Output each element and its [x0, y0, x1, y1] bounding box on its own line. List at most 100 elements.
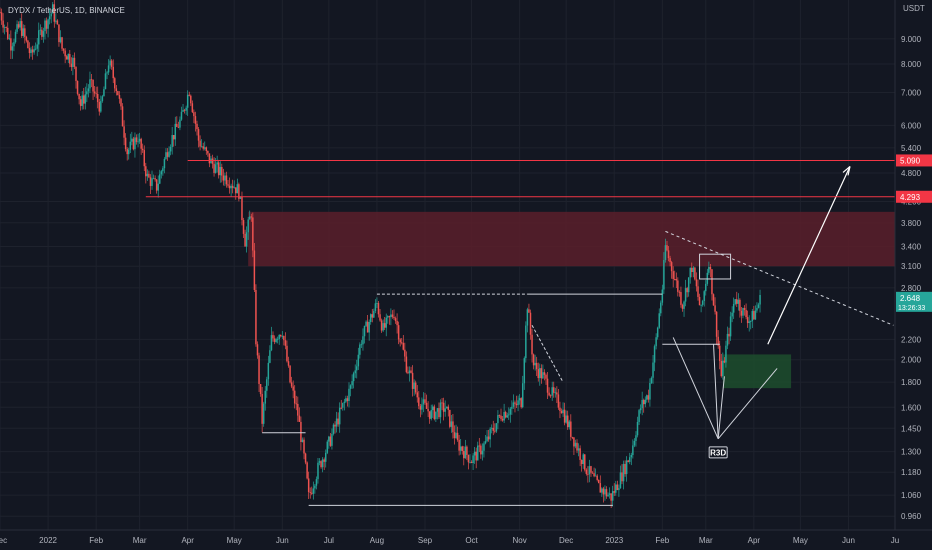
x-tick-label: Feb — [89, 536, 103, 545]
candle-body — [568, 421, 571, 428]
candle-body — [518, 398, 521, 401]
candle-body — [501, 418, 504, 421]
candle-body — [433, 406, 436, 420]
candle-body — [289, 365, 291, 383]
candle-body — [517, 400, 519, 406]
candle-body — [47, 19, 49, 29]
candle-body — [521, 383, 524, 408]
y-tick-label: 2.000 — [901, 356, 922, 365]
candle-body — [75, 66, 77, 81]
candle-body — [259, 383, 262, 395]
candle-body — [89, 79, 91, 89]
price-axis[interactable]: 9.0008.0007.0006.0005.4004.8004.2003.800… — [894, 0, 932, 530]
candle-body — [700, 304, 702, 306]
candle-body — [290, 382, 293, 387]
candle-body — [565, 415, 567, 423]
candle-body — [560, 411, 563, 414]
candle-body — [692, 267, 695, 272]
candle-body — [36, 44, 38, 49]
candle-body — [248, 216, 251, 220]
candle-body — [345, 398, 347, 402]
candle-body — [252, 217, 254, 251]
x-tick-label: Dec — [0, 536, 7, 545]
candle-body — [677, 280, 679, 292]
candle-body — [621, 472, 623, 482]
candle-body — [126, 149, 128, 155]
candle-body — [55, 20, 57, 22]
x-tick-label: May — [793, 536, 808, 545]
candle-body — [286, 345, 288, 362]
candle-body — [208, 153, 211, 164]
candle-body — [332, 424, 335, 434]
candle-body — [258, 355, 260, 384]
candle-body — [553, 387, 555, 393]
candle-body — [757, 304, 760, 308]
candle-body — [115, 88, 118, 92]
candle-body — [582, 454, 584, 464]
target-arrow-line — [767, 166, 851, 345]
candle-body — [365, 321, 367, 326]
candle-body — [712, 294, 715, 306]
candle-body — [238, 184, 240, 199]
candle-body — [594, 475, 597, 477]
drawings: R3D — [262, 165, 894, 506]
candle-body — [689, 267, 692, 278]
x-tick-label: Dec — [559, 536, 573, 545]
candle-body — [754, 310, 757, 320]
candle-body — [509, 408, 512, 415]
candle-body — [736, 299, 738, 304]
candle-body — [508, 414, 510, 416]
candle-body — [343, 401, 346, 403]
candle-body — [379, 314, 381, 321]
candle-body — [190, 95, 192, 104]
r3d-label: R3D — [710, 448, 726, 457]
candle-body — [661, 289, 664, 303]
candle-body — [404, 349, 406, 357]
candle-body — [545, 374, 547, 379]
y-tick-label: 7.000 — [901, 88, 922, 97]
candle-body — [610, 493, 612, 501]
candle-body — [213, 163, 215, 173]
x-tick-label: Oct — [465, 536, 478, 545]
candle-body — [436, 408, 439, 412]
candle-body — [303, 439, 305, 454]
candle-body — [123, 126, 125, 138]
candle-body — [653, 346, 656, 363]
candle-body — [276, 338, 279, 340]
candle-body — [414, 382, 417, 393]
candle-body — [483, 443, 485, 451]
candle-body — [540, 368, 543, 379]
candle-body — [199, 140, 201, 147]
candle-body — [176, 123, 178, 127]
candle-body — [95, 93, 97, 95]
candle-body — [298, 415, 301, 422]
candle-body — [445, 406, 448, 409]
candle-body — [160, 171, 163, 175]
candle-body — [261, 394, 263, 424]
candle-body — [356, 366, 358, 371]
candle-body — [154, 178, 156, 180]
candle-body — [363, 325, 366, 337]
time-axis[interactable]: Dec 2022 Feb Mar Apr May Jun Jul Aug Sep Oct Nov Dec… — [0, 529, 932, 545]
candle-body — [706, 272, 709, 284]
candle-body — [219, 166, 222, 176]
descending-trend-dashed — [665, 230, 894, 326]
candle-body — [41, 29, 43, 37]
candle-body — [529, 312, 532, 335]
candle-body — [382, 323, 384, 331]
candle-body — [419, 406, 422, 410]
candle-body — [86, 91, 88, 95]
y-tick-label: 9.000 — [901, 35, 922, 44]
candle-body — [79, 99, 82, 106]
candle-body — [16, 24, 18, 32]
candle-body — [627, 460, 629, 462]
candle-body — [383, 323, 386, 328]
candle-body — [424, 399, 426, 403]
candle-body — [109, 60, 111, 66]
candle-body — [69, 54, 71, 64]
candle-body — [152, 178, 155, 180]
candle-body — [211, 158, 214, 164]
candle-body — [408, 370, 411, 374]
x-tick-label: Aug — [370, 536, 384, 545]
